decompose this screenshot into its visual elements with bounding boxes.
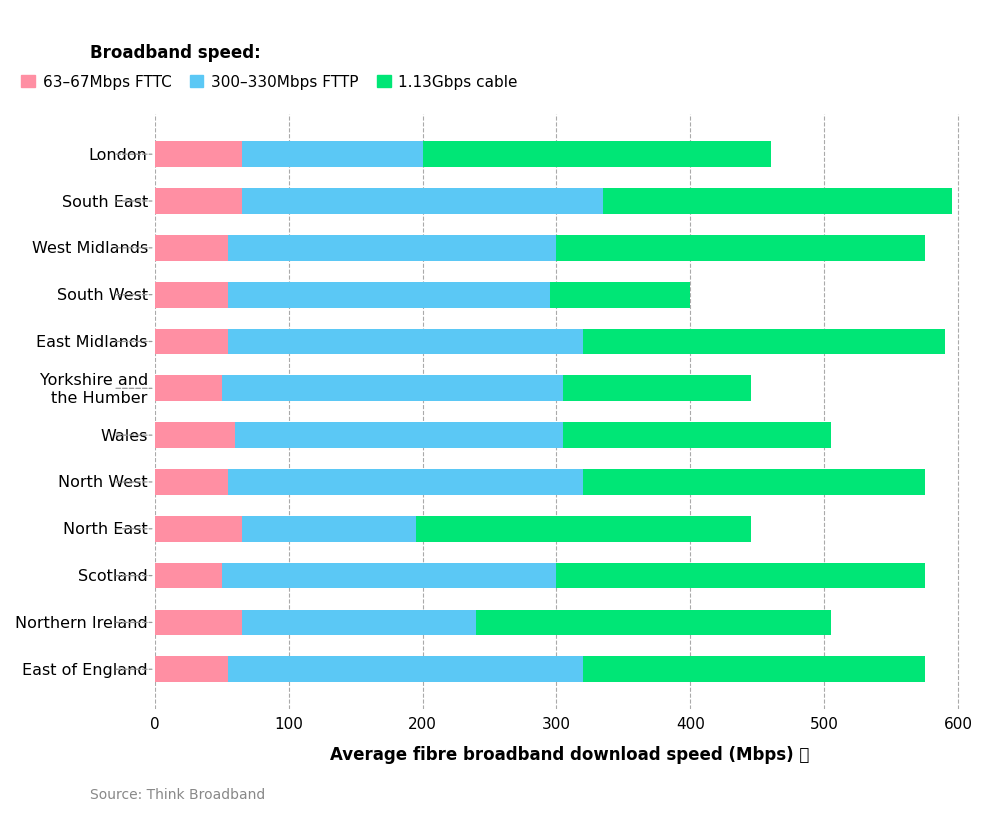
Bar: [155, 516, 242, 542]
Bar: [563, 423, 831, 449]
Bar: [242, 143, 423, 168]
Bar: [476, 610, 831, 636]
Bar: [583, 657, 925, 682]
Bar: [242, 610, 476, 636]
Text: Source: Think Broadband: Source: Think Broadband: [90, 788, 265, 802]
Bar: [550, 283, 690, 308]
Bar: [155, 657, 228, 682]
Bar: [583, 469, 925, 495]
Legend: 63–67Mbps FTTC, 300–330Mbps FTTP, 1.13Gbps cable: 63–67Mbps FTTC, 300–330Mbps FTTP, 1.13Gb…: [21, 75, 518, 90]
Bar: [155, 376, 222, 401]
Bar: [155, 469, 228, 495]
Bar: [155, 610, 242, 636]
Bar: [556, 236, 925, 261]
Bar: [155, 329, 228, 355]
Bar: [155, 423, 235, 449]
Bar: [235, 423, 563, 449]
Bar: [228, 329, 583, 355]
Bar: [556, 563, 925, 589]
Bar: [222, 563, 556, 589]
Bar: [242, 516, 416, 542]
Bar: [423, 143, 771, 168]
Bar: [603, 189, 952, 215]
Bar: [155, 189, 242, 215]
Bar: [416, 516, 751, 542]
Bar: [155, 236, 228, 261]
Bar: [155, 143, 242, 168]
Bar: [583, 329, 945, 355]
Bar: [228, 283, 550, 308]
Bar: [155, 283, 228, 308]
X-axis label: Average fibre broadband download speed (Mbps) ⨟: Average fibre broadband download speed (…: [330, 745, 810, 763]
Bar: [155, 563, 222, 589]
Bar: [222, 376, 563, 401]
Bar: [228, 657, 583, 682]
Bar: [563, 376, 751, 401]
Text: Broadband speed:: Broadband speed:: [90, 44, 261, 62]
Bar: [228, 469, 583, 495]
Bar: [228, 236, 556, 261]
Bar: [242, 189, 603, 215]
